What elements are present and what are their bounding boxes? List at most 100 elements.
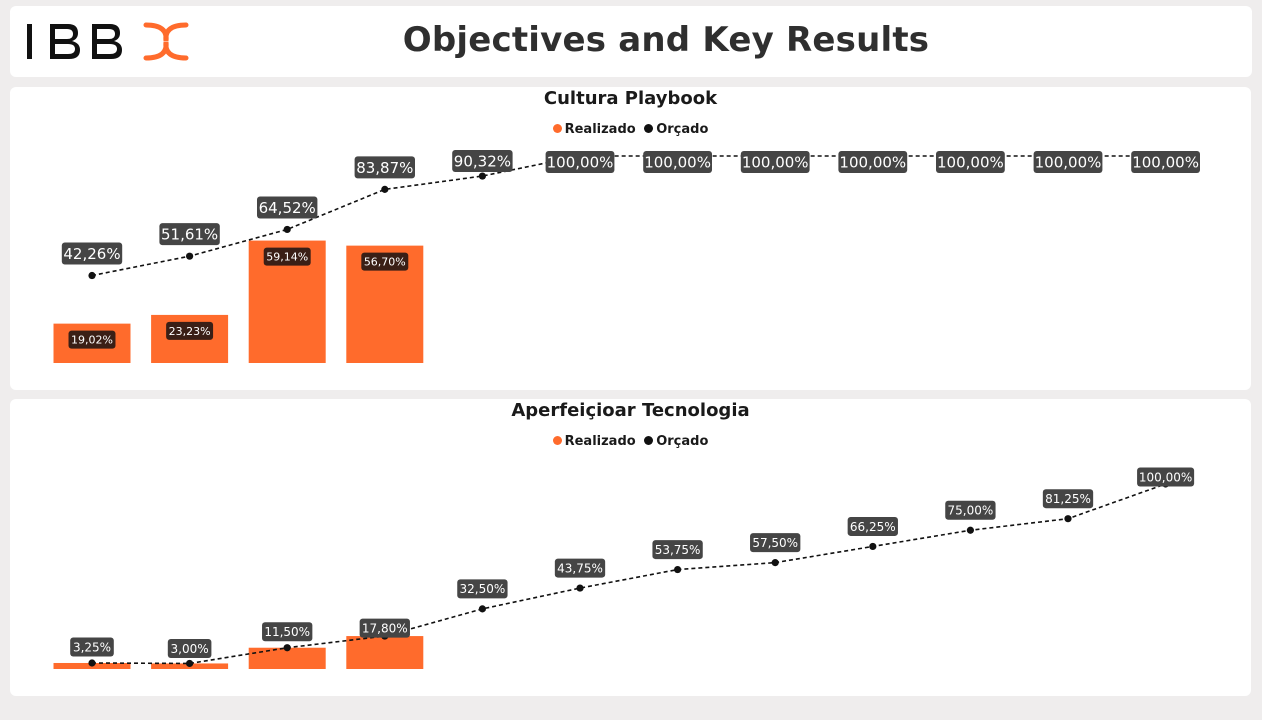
data-label-orcado-5: 100,00% — [545, 151, 615, 173]
data-label-orcado-11-bg — [1131, 151, 1200, 173]
point-orcado-4 — [478, 172, 486, 180]
data-label-orcado-1-text: 51,61% — [161, 226, 218, 244]
data-label-orcado-9: 75,00% — [945, 500, 996, 520]
data-label-orcado-1: 3,00% — [167, 638, 212, 658]
data-label-realizado-2-text: 59,14% — [266, 251, 308, 264]
data-label-realizado-1-bg — [166, 321, 214, 340]
data-label-orcado-11-text: 100,00% — [1139, 470, 1192, 484]
data-label-orcado-10-text: 81,25% — [1045, 492, 1091, 506]
legend-dot-realizado — [552, 124, 562, 133]
data-label-orcado-4-bg — [452, 150, 513, 173]
data-label-orcado-1-bg — [167, 638, 212, 658]
legend-label: Realizado — [564, 122, 636, 137]
data-label-orcado-10-text: 100,00% — [1035, 153, 1102, 171]
data-label-realizado-1: 23,23% — [166, 321, 214, 340]
data-label-orcado-8: 66,25% — [847, 516, 898, 536]
legend-item-orcado[interactable]: Orçado — [644, 434, 708, 449]
data-label-orcado-4-text: 90,32% — [454, 152, 511, 170]
page-title: Objectives and Key Results — [402, 20, 930, 60]
data-label-realizado-1-text: 23,23% — [169, 325, 211, 338]
data-label-orcado-2-text: 11,50% — [264, 625, 310, 639]
point-orcado-1 — [186, 659, 194, 668]
chart-title: Aperfeiçioar Tecnologia — [511, 400, 750, 421]
data-label-realizado-0-bg — [68, 330, 116, 349]
data-label-orcado-4-text: 32,50% — [460, 582, 506, 596]
bar-realizado-2 — [248, 647, 326, 669]
point-orcado-2 — [283, 644, 291, 652]
data-label-orcado-3-text: 17,80% — [362, 621, 408, 635]
point-orcado-5 — [576, 584, 584, 592]
legend-dot-orcado — [644, 436, 654, 445]
data-label-orcado-6-text: 53,75% — [655, 543, 701, 557]
data-label-orcado-5-bg — [554, 558, 606, 578]
point-orcado-1 — [186, 252, 194, 260]
data-label-orcado-10-bg — [1033, 151, 1103, 173]
header-bar: Objectives and Key Results — [10, 6, 1252, 77]
data-label-orcado-0: 42,26% — [61, 242, 123, 265]
point-orcado-8 — [869, 542, 877, 551]
data-label-orcado-7: 57,50% — [750, 533, 801, 553]
data-label-orcado-3: 17,80% — [359, 618, 410, 638]
data-label-orcado-4-bg — [457, 579, 508, 599]
data-label-orcado-1: 51,61% — [159, 223, 220, 246]
data-label-orcado-2-bg — [257, 196, 318, 219]
data-label-realizado-0: 19,02% — [68, 330, 116, 349]
legend-label: Orçado — [656, 434, 709, 449]
data-label-orcado-7: 100,00% — [740, 151, 810, 173]
chart-aperfeicioar-tecnologia-plot: 3,25% 3,00% 11,50% 17,80% 32,50% 43,75% 53,75%… — [53, 467, 1195, 669]
data-label-orcado-7-text: 100,00% — [742, 153, 809, 171]
data-label-realizado-3-text: 56,70% — [364, 256, 406, 269]
point-orcado-9 — [966, 526, 975, 534]
data-label-orcado-5-bg — [545, 151, 615, 173]
line-orcado — [91, 483, 1166, 665]
data-label-orcado-0-text: 3,25% — [73, 640, 111, 654]
legend-label: Orçado — [656, 122, 709, 137]
point-orcado-0 — [88, 271, 96, 280]
legend-item-orcado[interactable]: Orçado — [644, 122, 708, 137]
data-label-orcado-9-text: 100,00% — [937, 153, 1004, 171]
data-label-orcado-11-bg — [1137, 467, 1195, 487]
data-label-orcado-8-bg — [847, 516, 898, 536]
data-label-realizado-2: 59,14% — [263, 247, 311, 266]
chart-legend: Realizado Orçado — [10, 434, 1251, 449]
data-label-orcado-10-bg — [1042, 489, 1094, 509]
data-label-realizado-3: 56,70% — [361, 252, 409, 271]
data-label-orcado-3: 83,87% — [354, 156, 415, 179]
data-label-orcado-7-bg — [740, 151, 810, 173]
data-label-orcado-0-bg — [70, 637, 114, 657]
data-label-orcado-3-text: 83,87% — [356, 159, 413, 177]
data-label-orcado-8: 100,00% — [838, 151, 908, 173]
data-label-orcado-6: 53,75% — [652, 540, 703, 560]
data-label-orcado-3-bg — [359, 618, 410, 638]
legend-item-realizado[interactable]: Realizado — [552, 434, 636, 449]
data-label-realizado-2-bg — [263, 247, 311, 266]
data-label-orcado-9: 100,00% — [936, 151, 1005, 173]
chart-title: Cultura Playbook — [543, 88, 718, 109]
data-label-orcado-10: 100,00% — [1033, 151, 1103, 173]
point-orcado-0 — [88, 659, 96, 667]
data-label-orcado-9-text: 75,00% — [948, 504, 994, 518]
data-label-orcado-0: 3,25% — [70, 637, 114, 657]
data-label-orcado-6-bg — [652, 540, 703, 560]
data-label-orcado-4: 32,50% — [457, 579, 508, 599]
data-label-orcado-7-text: 57,50% — [752, 536, 798, 550]
legend-item-realizado[interactable]: Realizado — [552, 122, 636, 137]
point-orcado-3 — [381, 185, 389, 193]
data-label-orcado-5-text: 43,75% — [557, 561, 603, 575]
data-label-orcado-10: 81,25% — [1042, 489, 1094, 509]
data-label-orcado-3-bg — [354, 156, 415, 179]
chart-cultura-playbook: 19,02% 23,23% 59,14% 56,70% 42,26% 51,61% 64,5… — [10, 87, 1251, 390]
bar-realizado-3 — [346, 636, 424, 669]
point-orcado-4 — [478, 605, 486, 613]
data-label-orcado-1-text: 3,00% — [171, 642, 209, 656]
data-label-orcado-2: 64,52% — [257, 196, 318, 219]
data-label-orcado-2-bg — [262, 622, 313, 642]
legend-dot-realizado — [552, 436, 562, 445]
chart-aperfeicioar-tecnologia: 3,25% 3,00% 11,50% 17,80% 32,50% 43,75% 53,75%… — [10, 399, 1251, 696]
data-label-realizado-0-text: 19,02% — [71, 334, 113, 347]
data-label-orcado-2: 11,50% — [262, 622, 313, 642]
ibbx-logo — [27, 22, 189, 61]
point-orcado-6 — [674, 565, 682, 574]
data-label-orcado-7-bg — [750, 533, 801, 553]
data-label-orcado-6: 100,00% — [643, 151, 712, 173]
